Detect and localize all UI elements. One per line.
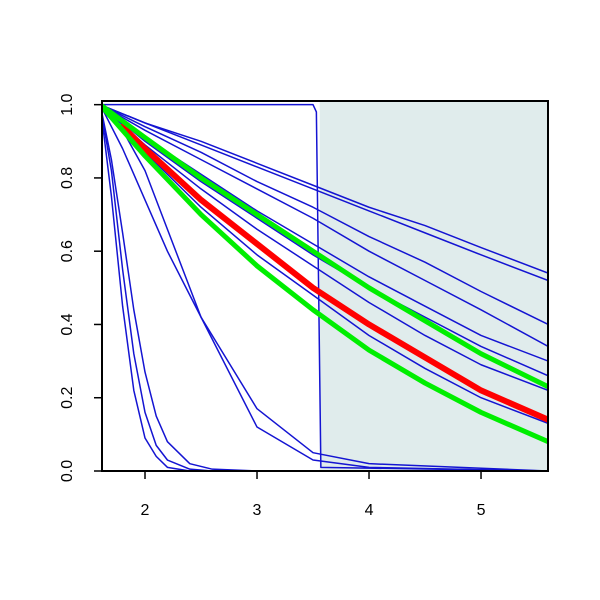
y-tick-label: 1.0 — [59, 93, 76, 115]
shaded-region — [319, 101, 548, 471]
y-tick-label: 0.0 — [59, 460, 76, 482]
curve — [102, 105, 548, 425]
plot-area — [102, 101, 548, 471]
curve — [102, 104, 548, 348]
curve — [102, 105, 548, 392]
y-tick-label: 0.2 — [59, 387, 76, 409]
curve — [102, 102, 548, 445]
x-tick-label: 3 — [253, 502, 262, 519]
curve — [102, 105, 548, 471]
curve — [102, 104, 548, 274]
x-tick-label: 4 — [365, 502, 374, 519]
y-tick-label: 0.4 — [59, 313, 76, 335]
curve — [102, 110, 548, 471]
curve — [119, 123, 548, 423]
y-tick-label: 0.6 — [59, 240, 76, 262]
curve — [102, 113, 548, 471]
curve — [102, 102, 548, 390]
curve — [102, 104, 548, 282]
y-tick-label: 0.8 — [59, 167, 76, 189]
curve — [102, 105, 548, 377]
x-tick-label: 2 — [141, 502, 150, 519]
x-tick-label: 5 — [477, 502, 486, 519]
plot-box — [101, 100, 549, 472]
curve — [102, 103, 548, 471]
curve — [102, 104, 548, 326]
curve — [102, 109, 548, 471]
